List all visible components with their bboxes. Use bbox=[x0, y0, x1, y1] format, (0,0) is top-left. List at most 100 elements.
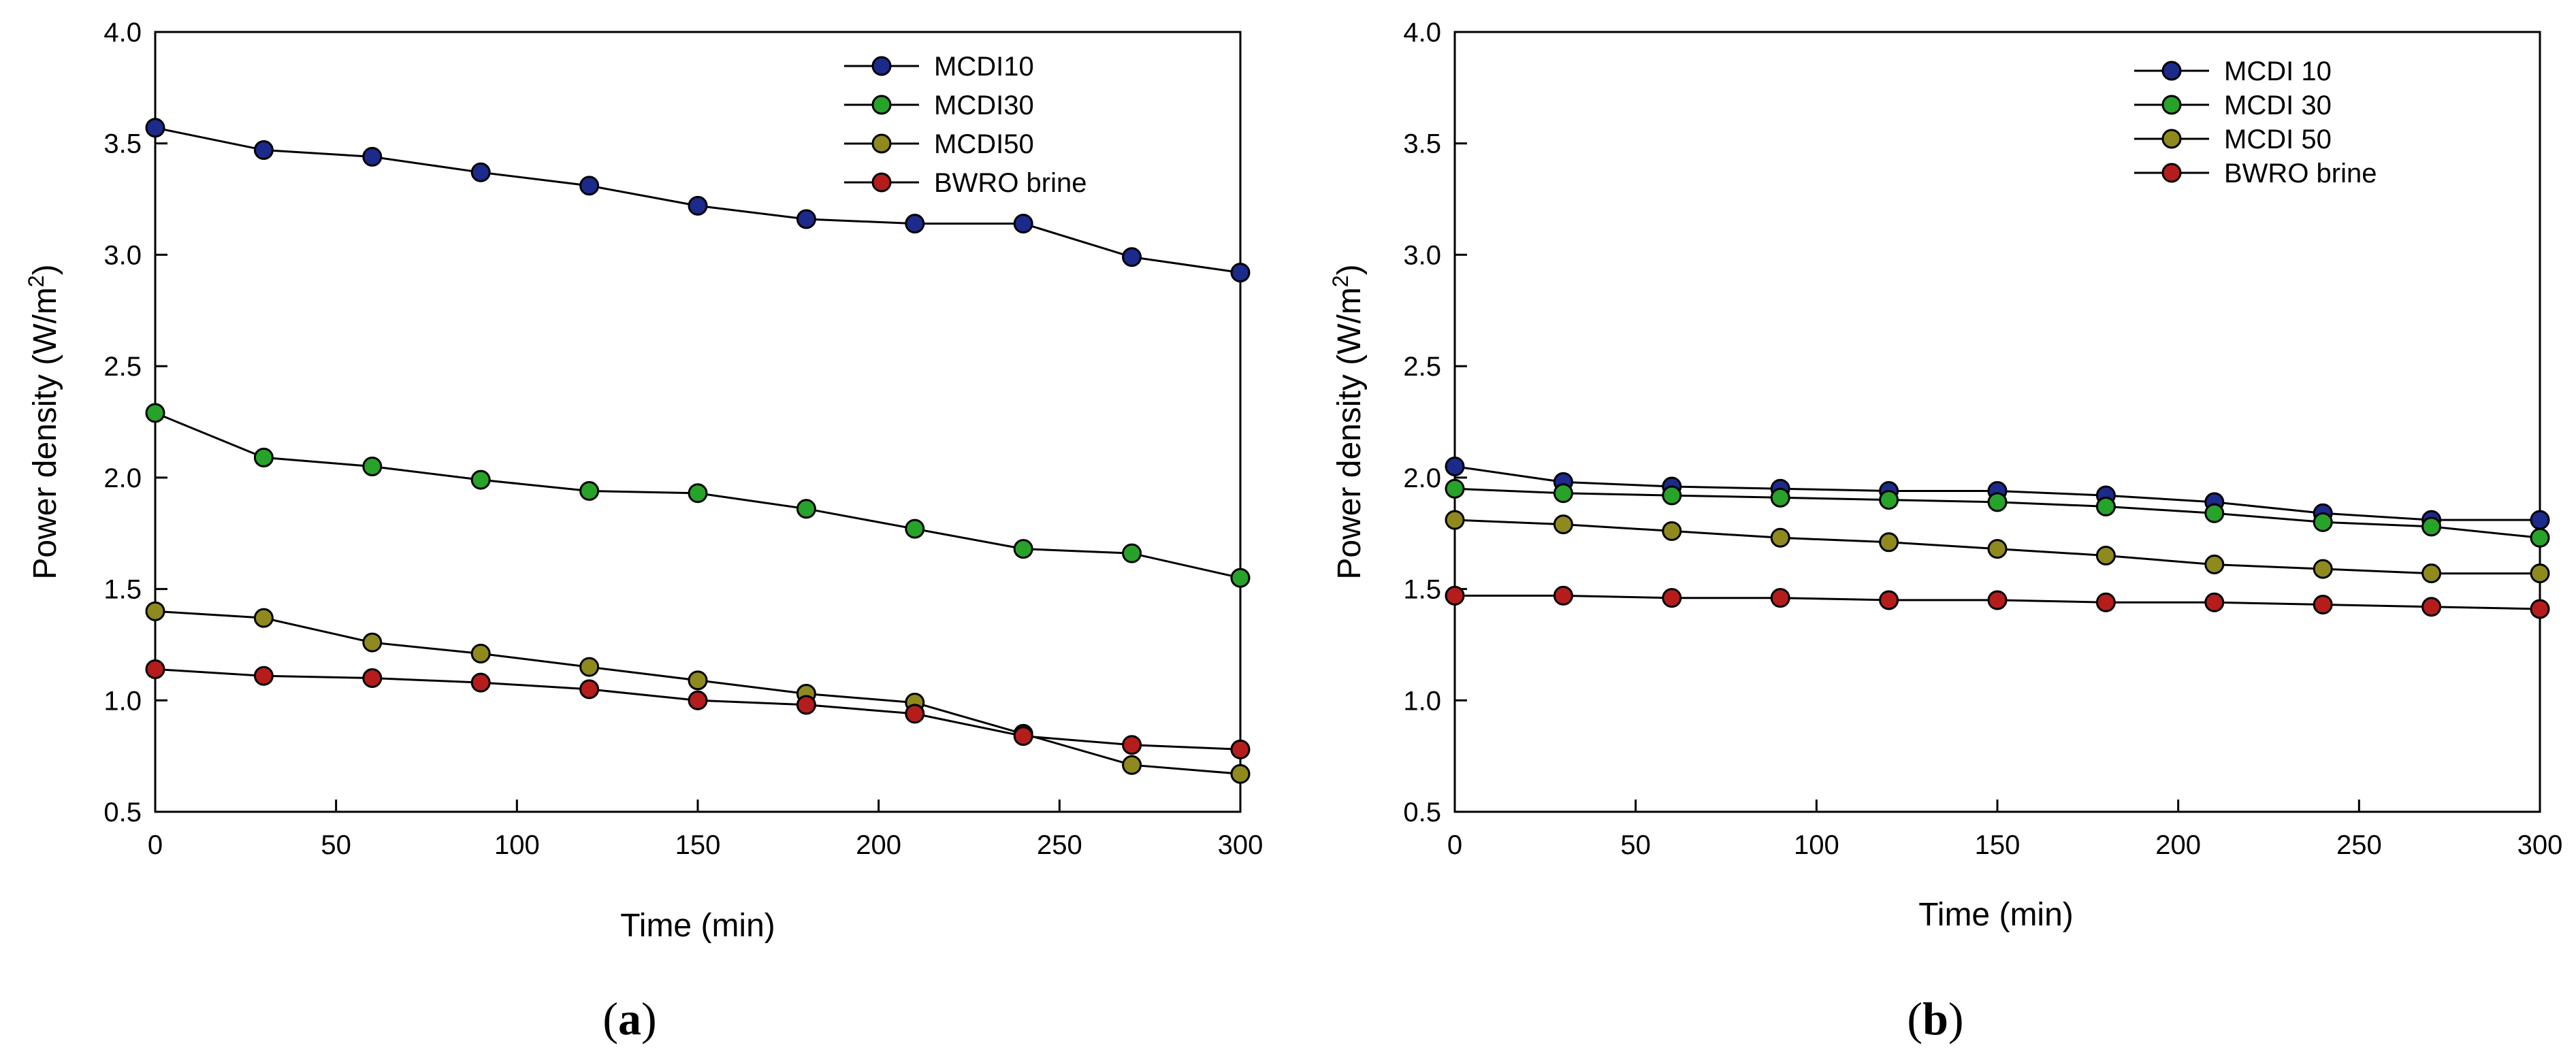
data-point bbox=[2313, 594, 2333, 614]
data-point bbox=[905, 704, 925, 724]
data-point bbox=[2421, 563, 2442, 584]
x-axis-ticks: 0 50 100 150 200 250 300 bbox=[1447, 800, 2563, 860]
data-point bbox=[579, 657, 600, 677]
data-point bbox=[253, 608, 274, 628]
data-point bbox=[1013, 539, 1033, 559]
data-point bbox=[2421, 597, 2442, 617]
data-point bbox=[1445, 456, 1465, 476]
data-point bbox=[2095, 496, 2116, 516]
data-point bbox=[1987, 539, 2008, 559]
data-point bbox=[145, 403, 165, 423]
data-point bbox=[1553, 585, 1573, 606]
data-point bbox=[1122, 543, 1142, 563]
data-point bbox=[362, 146, 383, 167]
data-point bbox=[796, 695, 816, 715]
legend-marker bbox=[871, 56, 892, 76]
data-point bbox=[1662, 588, 1682, 608]
legend: MCDI10 MCDI30 MCDI50 BWRO brine bbox=[844, 52, 1087, 198]
data-point bbox=[2530, 527, 2550, 548]
data-point bbox=[2421, 516, 2442, 537]
data-point bbox=[253, 665, 274, 686]
data-point bbox=[1553, 514, 1573, 535]
legend-marker bbox=[871, 95, 892, 115]
y-tick-label: 2.0 bbox=[103, 463, 142, 493]
data-point bbox=[1013, 726, 1033, 746]
x-tick-label: 300 bbox=[1218, 830, 1263, 860]
data-point bbox=[1122, 247, 1142, 267]
legend-label: BWRO brine bbox=[934, 168, 1087, 198]
data-point bbox=[1879, 590, 1899, 610]
legend-marker bbox=[2161, 95, 2182, 115]
chart-panel-a: 0.5 1.0 1.5 2.0 2.5 3.0 3.5 4.0 0 50 100 150 200 250… bbox=[24, 18, 1263, 1045]
legend-label: MCDI 30 bbox=[2224, 91, 2332, 120]
legend-marker bbox=[871, 172, 892, 193]
y-axis-ticks: 0.5 1.0 1.5 2.0 2.5 3.0 3.5 4.0 bbox=[1403, 18, 1467, 827]
x-axis-ticks: 0 50 100 150 200 250 300 bbox=[148, 800, 1263, 860]
data-point bbox=[253, 447, 274, 467]
data-point bbox=[362, 632, 383, 653]
x-tick-label: 200 bbox=[2155, 830, 2201, 860]
data-point bbox=[2313, 512, 2333, 532]
data-point bbox=[1445, 510, 1465, 530]
data-point bbox=[579, 679, 600, 700]
legend-label: MCDI50 bbox=[934, 129, 1034, 159]
x-axis-title: Time (min) bbox=[1918, 897, 2074, 933]
x-tick-label: 50 bbox=[1620, 830, 1651, 860]
data-point bbox=[579, 481, 600, 502]
y-tick-label: 0.5 bbox=[103, 798, 142, 827]
panel-caption-a: (a) bbox=[602, 993, 656, 1045]
data-point bbox=[1445, 585, 1465, 606]
y-tick-label: 1.5 bbox=[103, 575, 142, 605]
legend: MCDI 10 MCDI 30 MCDI 50 BWRO brine bbox=[2134, 56, 2377, 188]
data-point bbox=[2530, 563, 2550, 584]
data-point bbox=[2530, 510, 2550, 530]
y-tick-label: 3.0 bbox=[103, 240, 142, 270]
data-point bbox=[1013, 214, 1033, 234]
data-point bbox=[2204, 503, 2225, 523]
data-point bbox=[362, 456, 383, 476]
x-tick-label: 300 bbox=[2517, 830, 2563, 860]
y-axis-ticks: 0.5 1.0 1.5 2.0 2.5 3.0 3.5 4.0 bbox=[103, 18, 167, 827]
legend-label: BWRO brine bbox=[2224, 159, 2377, 188]
y-axis-title: Power density (W/m2) bbox=[24, 264, 63, 579]
data-point bbox=[470, 672, 491, 693]
data-point bbox=[145, 659, 165, 679]
data-point bbox=[145, 118, 165, 138]
data-point bbox=[2095, 545, 2116, 565]
y-tick-label: 1.5 bbox=[1403, 575, 1441, 605]
legend-marker bbox=[2161, 163, 2182, 183]
data-point bbox=[362, 668, 383, 689]
data-point bbox=[470, 470, 491, 490]
data-point bbox=[145, 601, 165, 621]
data-point bbox=[1879, 490, 1899, 510]
data-point bbox=[688, 690, 708, 710]
x-tick-label: 250 bbox=[1037, 830, 1082, 860]
legend-label: MCDI10 bbox=[934, 52, 1034, 82]
data-point bbox=[470, 162, 491, 182]
y-tick-label: 2.5 bbox=[1403, 352, 1441, 382]
data-point bbox=[796, 499, 816, 519]
x-tick-label: 200 bbox=[856, 830, 901, 860]
y-tick-label: 0.5 bbox=[1403, 798, 1441, 827]
data-point bbox=[2313, 559, 2333, 579]
x-tick-label: 150 bbox=[1975, 830, 2020, 860]
legend-marker bbox=[2161, 129, 2182, 149]
x-tick-label: 50 bbox=[321, 830, 351, 860]
data-point bbox=[688, 195, 708, 216]
x-tick-label: 250 bbox=[2336, 830, 2382, 860]
data-point bbox=[1230, 568, 1251, 588]
x-tick-label: 0 bbox=[148, 830, 163, 860]
data-point bbox=[1230, 763, 1251, 784]
data-point bbox=[1230, 263, 1251, 283]
data-point bbox=[2204, 555, 2225, 575]
panel-caption-b: (b) bbox=[1907, 993, 1963, 1045]
y-tick-label: 4.0 bbox=[1403, 18, 1441, 48]
data-point bbox=[905, 214, 925, 234]
x-axis-title: Time (min) bbox=[620, 908, 775, 944]
series-group bbox=[145, 118, 1251, 784]
legend-label: MCDI 10 bbox=[2224, 56, 2332, 86]
legend-label: MCDI30 bbox=[934, 91, 1034, 120]
y-tick-label: 2.0 bbox=[1403, 463, 1441, 493]
y-axis-title: Power density (W/m2) bbox=[1328, 264, 1368, 579]
